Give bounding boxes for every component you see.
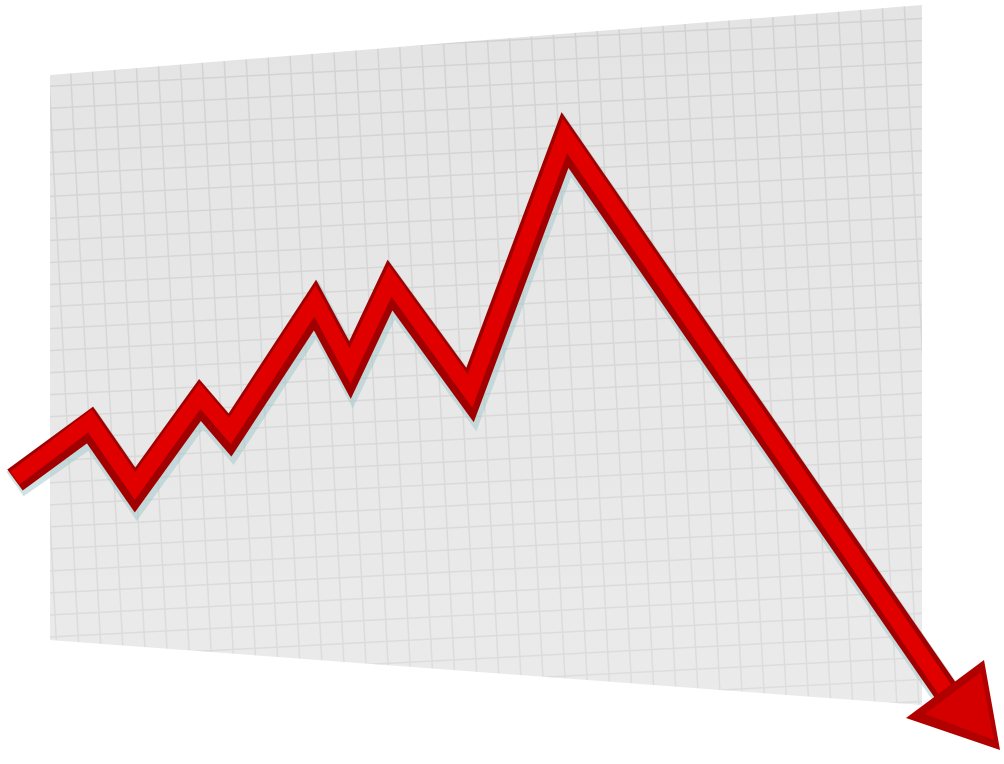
- arrow-body: [10, 118, 955, 699]
- arrow-head-highlight: [925, 672, 994, 740]
- trend-arrow: [6, 112, 1000, 750]
